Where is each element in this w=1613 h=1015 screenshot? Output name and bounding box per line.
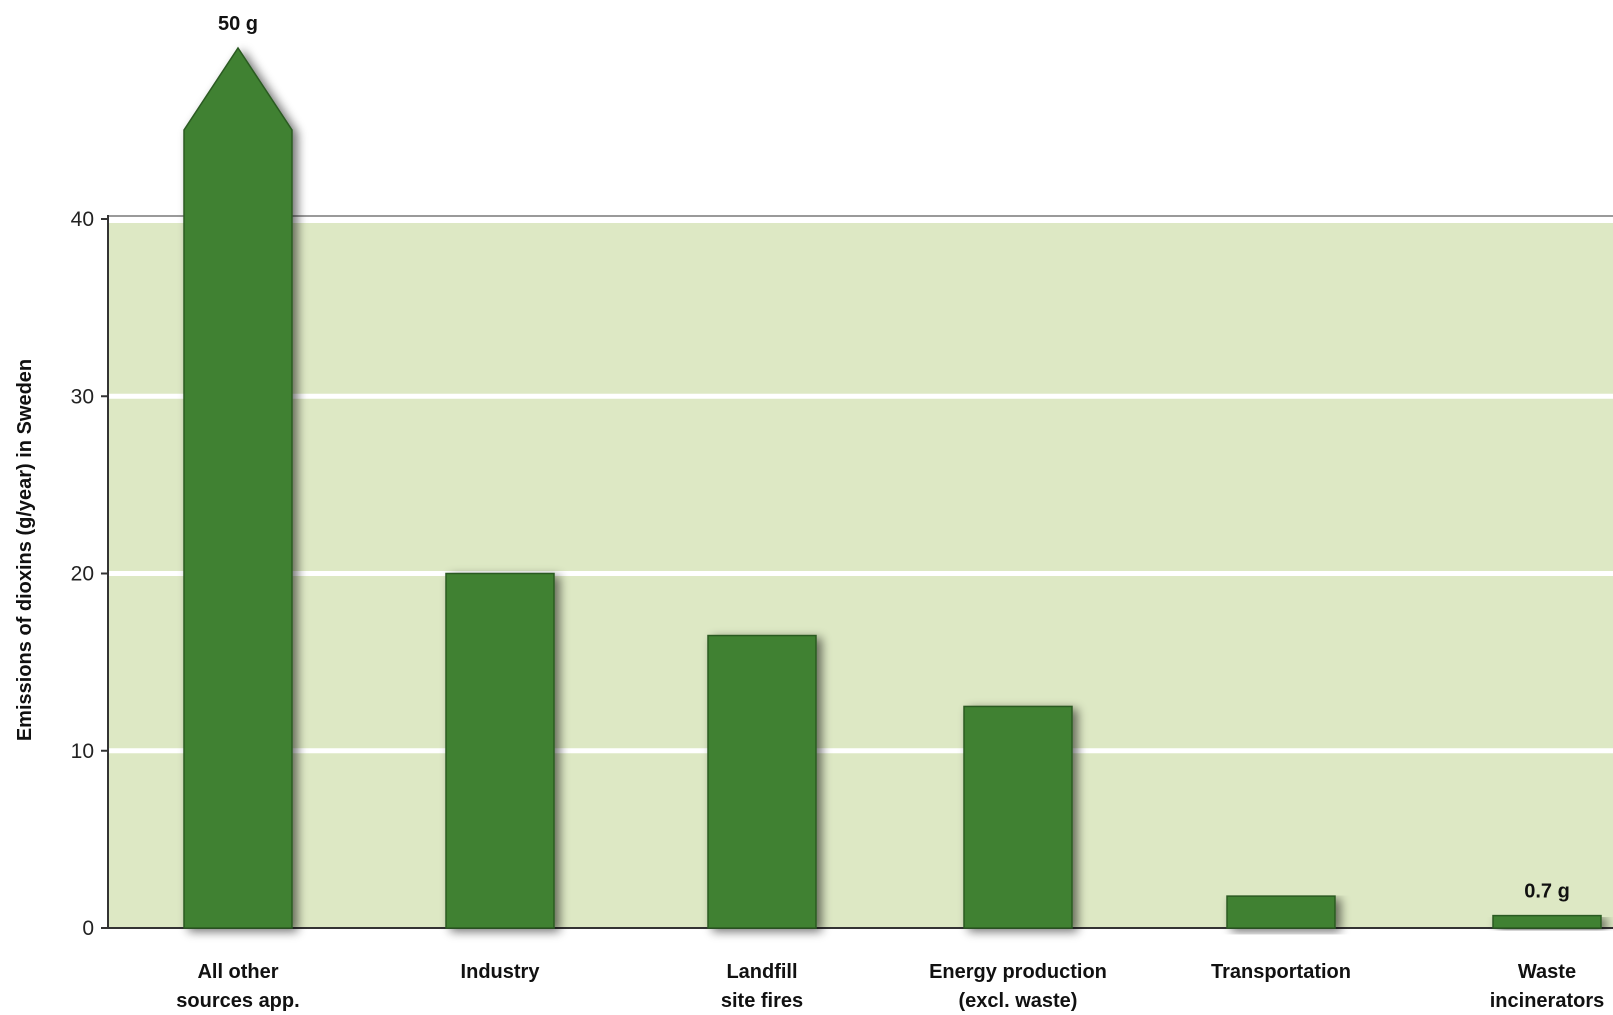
category-label-0-line-1: sources app. [176,990,299,1012]
category-label-3-line-0: Energy production [929,961,1107,983]
y-tick-label-10: 10 [71,740,94,763]
category-label-0-line-0: All other [197,961,278,983]
category-label-2-line-0: Landfill [726,961,797,983]
data-label-5: 0.7 g [1524,881,1570,903]
bar-0 [183,46,293,929]
category-label-4-line-0: Transportation [1211,961,1351,983]
y-axis-title: Emissions of dioxins (g/year) in Sweden [14,359,36,741]
category-label-5-line-1: incinerators [1490,990,1604,1012]
y-tick-label-0: 0 [82,917,94,940]
category-label-1-line-0: Industry [461,961,541,983]
y-tick-label-20: 20 [71,563,94,586]
bar-1 [445,572,555,929]
bar-3 [963,705,1073,929]
category-label-3-line-1: (excl. waste) [959,990,1078,1012]
bar-2 [707,634,817,929]
y-tick-label-40: 40 [71,208,94,231]
bar-5 [1492,914,1602,929]
category-label-5-line-0: Waste [1518,961,1576,983]
y-tick-label-30: 30 [71,385,94,408]
category-label-2-line-1: site fires [721,990,803,1012]
bar-4 [1226,895,1336,929]
data-label-0: 50 g [218,13,258,35]
